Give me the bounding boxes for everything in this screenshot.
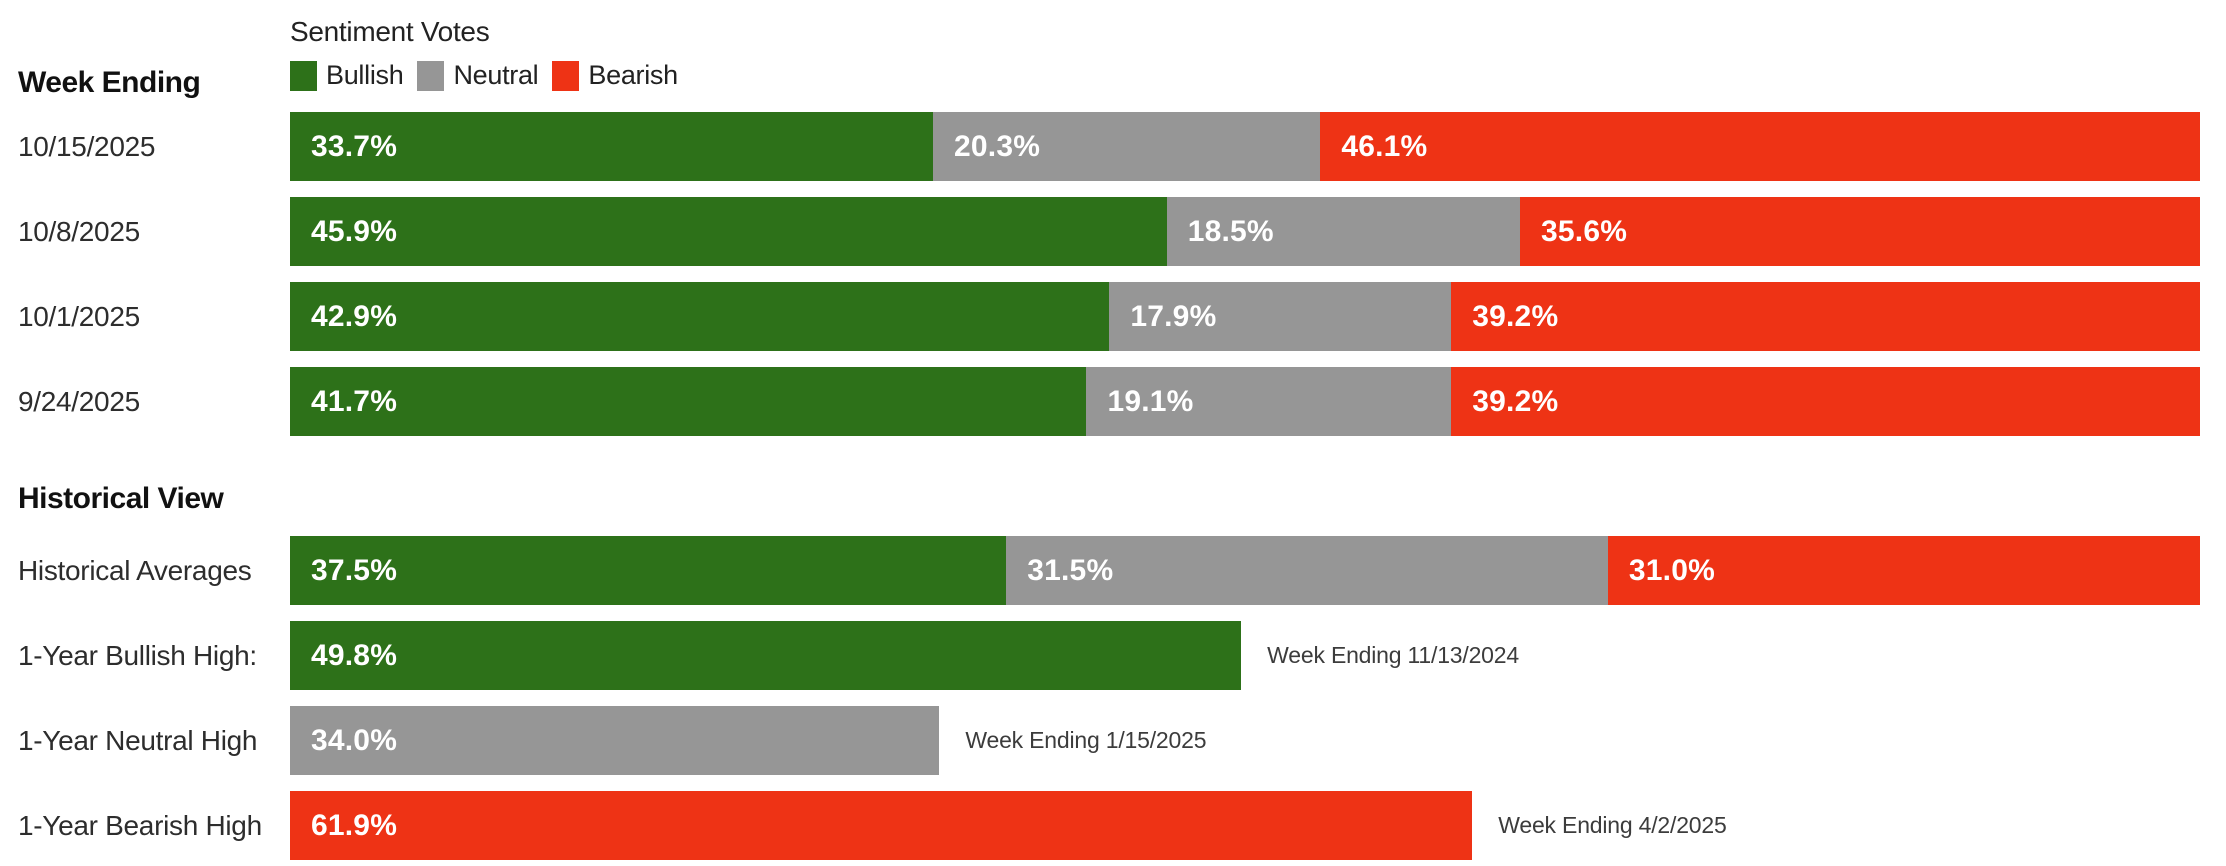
sentiment-bar-row: 10/8/2025 45.9% 18.5% 35.6% (18, 197, 2200, 266)
row-label: 1-Year Bullish High: (18, 639, 257, 671)
sentiment-bar-row: Historical Averages 37.5% 31.5% 31.0% (18, 536, 2200, 605)
bar-track: 61.9% Week Ending 4/2/2025 (290, 791, 2200, 860)
percent-value-label: 39.2% (1472, 384, 1559, 418)
legend-item-neutral: Neutral (417, 60, 539, 91)
neutral-swatch-icon (417, 60, 445, 91)
row-label: 1-Year Bearish High (18, 809, 262, 841)
week-ending-annotation: Week Ending 4/2/2025 (1498, 812, 1727, 838)
week-ending-annotation: Week Ending 11/13/2024 (1267, 642, 1519, 668)
sentiment-bar-row: 1-Year Bullish High: 49.8% Week Ending 11/… (18, 621, 2200, 690)
percent-value-label: 17.9% (1130, 299, 1217, 333)
neutral-bar-segment: 19.1% (1086, 367, 1452, 436)
historical-view-heading-row: Historical View (18, 452, 2200, 536)
bullish-bar-segment: 33.7% (290, 112, 934, 181)
bullish-bar-segment: 41.7% (290, 367, 1087, 436)
legend-label-bearish: Bearish (588, 60, 678, 90)
bullish-bar-segment: 42.9% (290, 282, 1110, 351)
row-label: 9/24/2025 (18, 385, 140, 417)
bullish-bar-segment: 49.8% (290, 621, 1242, 690)
percent-value-label: 49.8% (311, 638, 398, 672)
percent-value-label: 41.7% (311, 384, 398, 418)
legend-label-neutral: Neutral (453, 60, 539, 90)
bearish-bar-segment: 61.9% (290, 791, 1473, 860)
bearish-bar-segment: 39.2% (1451, 282, 2200, 351)
bearish-bar-segment: 39.2% (1451, 367, 2200, 436)
sentiment-bar-row: 1-Year Bearish High 61.9% Week Ending 4/2/… (18, 791, 2200, 860)
bar-track: 34.0% Week Ending 1/15/2025 (290, 706, 2200, 775)
bearish-swatch-icon (552, 60, 580, 91)
bar-track: 33.7% 20.3% 46.1% (290, 112, 2200, 181)
weekly-rows: 10/15/2025 33.7% 20.3% 46.1% 10/8/2025 45.9% 1… (18, 112, 2200, 436)
percent-value-label: 20.3% (954, 129, 1041, 163)
sentiment-bar-row: 10/15/2025 33.7% 20.3% 46.1% (18, 112, 2200, 181)
row-label: 10/1/2025 (18, 300, 140, 332)
chart-title: Sentiment Votes (290, 16, 490, 47)
percent-value-label: 34.0% (311, 723, 398, 757)
neutral-bar-segment: 18.5% (1166, 197, 1521, 266)
sentiment-bar-row: 1-Year Neutral High 34.0% Week Ending 1/15… (18, 706, 2200, 775)
neutral-bar-segment: 17.9% (1109, 282, 1452, 351)
historical-view-heading: Historical View (18, 482, 224, 515)
bar-track: 45.9% 18.5% 35.6% (290, 197, 2200, 266)
neutral-bar-segment: 20.3% (933, 112, 1321, 181)
bar-track: 42.9% 17.9% 39.2% (290, 282, 2200, 351)
row-label: 10/15/2025 (18, 130, 156, 162)
percent-value-label: 46.1% (1341, 129, 1428, 163)
bullish-bar-segment: 45.9% (290, 197, 1167, 266)
percent-value-label: 31.0% (1628, 553, 1715, 587)
sentiment-bar-row: 9/24/2025 41.7% 19.1% 39.2% (18, 367, 2200, 436)
bar-track: 41.7% 19.1% 39.2% (290, 367, 2200, 436)
bearish-bar-segment: 46.1% (1320, 112, 2200, 181)
sentiment-bar-row: 10/1/2025 42.9% 17.9% 39.2% (18, 282, 2200, 351)
legend-item-bearish: Bearish (552, 60, 678, 91)
week-ending-heading: Week Ending (18, 66, 201, 99)
historical-rows: Historical Averages 37.5% 31.5% 31.0% 1-Year… (18, 536, 2200, 860)
bearish-bar-segment: 35.6% (1520, 197, 2200, 266)
row-label: Historical Averages (18, 554, 252, 586)
legend-item-bullish: Bullish (290, 60, 404, 91)
percent-value-label: 61.9% (311, 808, 398, 842)
percent-value-label: 33.7% (311, 129, 398, 163)
percent-value-label: 37.5% (311, 553, 398, 587)
percent-value-label: 31.5% (1027, 553, 1114, 587)
bullish-bar-segment: 37.5% (290, 536, 1007, 605)
row-label: 10/8/2025 (18, 215, 140, 247)
week-ending-annotation: Week Ending 1/15/2025 (965, 727, 1207, 753)
chart-header: Week Ending Sentiment Votes Bullish Neut… (18, 14, 2200, 110)
percent-value-label: 19.1% (1107, 384, 1194, 418)
percent-value-label: 42.9% (311, 299, 398, 333)
bullish-swatch-icon (290, 60, 317, 91)
neutral-bar-segment: 31.5% (1006, 536, 1608, 605)
bearish-bar-segment: 31.0% (1607, 536, 2200, 605)
percent-value-label: 35.6% (1541, 214, 1628, 248)
legend: Bullish Neutral Bearish (290, 60, 2200, 91)
neutral-bar-segment: 34.0% (290, 706, 940, 775)
percent-value-label: 39.2% (1472, 299, 1559, 333)
row-label: 1-Year Neutral High (18, 724, 258, 756)
bar-track: 37.5% 31.5% 31.0% (290, 536, 2200, 605)
bar-track: 49.8% Week Ending 11/13/2024 (290, 621, 2200, 690)
legend-label-bullish: Bullish (326, 60, 404, 90)
percent-value-label: 45.9% (311, 214, 398, 248)
percent-value-label: 18.5% (1187, 214, 1274, 248)
